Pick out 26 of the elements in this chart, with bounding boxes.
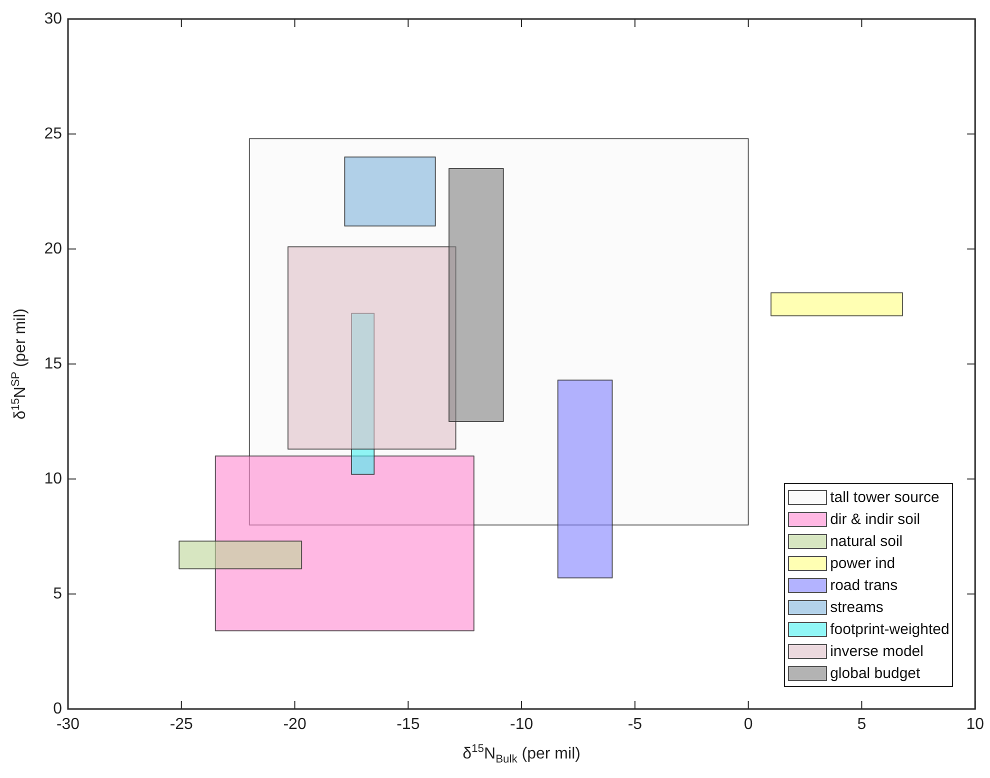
- y-tick-label: 5: [53, 585, 62, 602]
- x-axis-title: δ$^{15}$N$_{Bulk}$ (per mil): [462, 743, 580, 766]
- y-tick-label: 10: [44, 470, 62, 488]
- x-tick-label: -20: [283, 716, 306, 734]
- legend-label: dir & indir soil: [830, 510, 920, 528]
- x-tick-label: -25: [170, 716, 194, 734]
- legend-label: natural soil: [830, 532, 903, 550]
- x-tick-label: 0: [744, 716, 753, 734]
- y-tick-label: 15: [44, 355, 62, 372]
- y-tick-label: 30: [44, 10, 62, 28]
- x-tick-label: -5: [628, 716, 642, 734]
- x-tick-label: 5: [857, 716, 866, 734]
- legend-label: streams: [830, 598, 884, 616]
- legend-label: tall tower source: [830, 488, 940, 506]
- legend-label: footprint-weighted: [830, 620, 950, 638]
- legend-label: inverse model: [830, 642, 924, 660]
- legend-label: power ind: [830, 554, 896, 572]
- legend-label: road trans: [830, 576, 898, 594]
- x-tick-label: -10: [510, 716, 534, 734]
- y-tick-label: 20: [44, 240, 62, 258]
- legend-label: global budget: [830, 664, 920, 682]
- y-tick-label: 0: [53, 700, 62, 718]
- y-tick-label: 25: [44, 125, 62, 142]
- x-tick-label: -30: [56, 716, 80, 734]
- x-tick-label: -15: [396, 716, 420, 734]
- x-tick-label: 10: [966, 716, 984, 734]
